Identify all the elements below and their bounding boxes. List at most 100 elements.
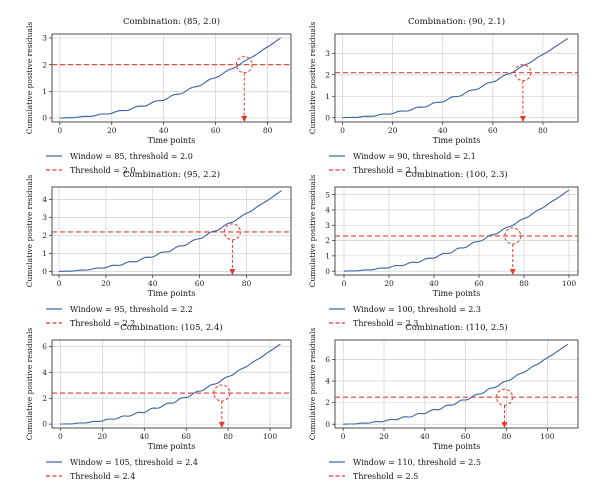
plot-frame (334, 339, 579, 429)
chart-title: Combination: (110, 2.5) (405, 322, 507, 333)
y-tick-label: 6 (325, 355, 330, 364)
y-tick-label: 2 (325, 236, 330, 245)
legend-threshold-label: Threshold = 2.2 (70, 319, 135, 328)
chart-panel-4: Combination: (100, 2.3) 0 20 40 60 80 100 0 1 2 3 4… (308, 169, 579, 328)
chart-title: Combination: (85, 2.0) (123, 16, 220, 27)
chart-panel-5: Combination: (105, 2.4) 0 20 40 60 80 100 0 2 4 6 T… (25, 322, 292, 481)
legend-series-label: Window = 90, threshold = 2.1 (353, 152, 476, 161)
y-tick-label: 1 (325, 92, 330, 101)
y-tick-label: 2 (325, 70, 330, 79)
plot-frame (334, 186, 579, 276)
legend-threshold-label: Threshold = 2.4 (70, 472, 135, 481)
chart-title: Combination: (90, 2.1) (408, 16, 505, 27)
series-line (60, 343, 281, 425)
x-tick-label: 40 (139, 432, 149, 441)
x-axis-label: Time points (148, 289, 196, 298)
x-tick-label: 20 (388, 126, 398, 135)
x-tick-label: 20 (101, 279, 111, 288)
legend-threshold-label: Threshold = 2.5 (353, 472, 418, 481)
crossing-arrow-head (218, 422, 225, 428)
crossing-arrow-head (519, 116, 526, 122)
y-tick-label: 1 (42, 87, 47, 96)
y-tick-label: 2 (42, 394, 47, 403)
plot-frame (51, 33, 292, 123)
y-tick-label: 2 (325, 398, 330, 407)
x-tick-label: 0 (57, 126, 62, 135)
x-axis-label: Time points (433, 442, 481, 451)
x-tick-label: 60 (211, 126, 221, 135)
x-tick-label: 0 (342, 279, 347, 288)
crossing-arrow-head (509, 269, 516, 275)
series-line (59, 37, 281, 119)
y-tick-label: 4 (325, 377, 330, 386)
legend-threshold-label: Threshold = 2.0 (70, 166, 135, 175)
y-axis-label: Cumulative positive residuals (308, 328, 317, 441)
legend-series-label: Window = 110, threshold = 2.5 (353, 458, 481, 467)
x-tick-label: 60 (461, 432, 471, 441)
x-tick-label: 20 (379, 432, 389, 441)
plot-frame (334, 33, 579, 123)
y-tick-label: 0 (42, 267, 47, 276)
y-tick-label: 6 (42, 342, 47, 351)
x-tick-label: 60 (474, 279, 484, 288)
y-tick-label: 2 (42, 231, 47, 240)
y-tick-label: 0 (42, 420, 47, 429)
chart-panel-3: Combination: (95, 2.2) 0 20 40 60 80 0 1 2 3 4 Time… (25, 169, 292, 328)
crossing-arrow-head (241, 116, 248, 122)
legend-series-label: Window = 95, threshold = 2.2 (70, 305, 193, 314)
x-tick-label: 100 (562, 279, 577, 288)
y-axis-label: Cumulative positive residuals (308, 22, 317, 135)
y-axis-label: Cumulative positive residuals (25, 328, 34, 441)
chart-panel-6: Combination: (110, 2.5) 0 20 40 60 80 100 0 2 4 6 T… (308, 322, 579, 481)
x-tick-label: 80 (519, 279, 529, 288)
y-tick-label: 2 (42, 60, 47, 69)
y-tick-label: 3 (42, 34, 47, 43)
x-tick-label: 40 (429, 279, 439, 288)
legend-series-label: Window = 100, threshold = 2.3 (353, 305, 481, 314)
x-tick-label: 80 (538, 126, 548, 135)
crossing-arrow-head (229, 269, 236, 275)
y-tick-label: 1 (42, 249, 47, 258)
series-line (342, 37, 569, 119)
x-tick-label: 40 (148, 279, 158, 288)
legend-series-label: Window = 105, threshold = 2.4 (70, 458, 198, 467)
series-line (58, 190, 282, 272)
x-tick-label: 0 (58, 432, 63, 441)
y-tick-label: 5 (325, 190, 330, 199)
chart-title: Combination: (100, 2.3) (405, 169, 507, 180)
x-tick-label: 0 (57, 279, 62, 288)
x-tick-label: 60 (181, 432, 191, 441)
y-tick-label: 0 (325, 267, 330, 276)
y-tick-label: 0 (325, 113, 330, 122)
y-tick-label: 0 (42, 114, 47, 123)
x-tick-label: 80 (502, 432, 512, 441)
x-tick-label: 0 (341, 432, 346, 441)
series-line (343, 343, 569, 425)
chart-title: Combination: (105, 2.4) (120, 322, 222, 333)
y-tick-label: 0 (325, 420, 330, 429)
legend-threshold-label: Threshold = 2.3 (353, 319, 418, 328)
x-tick-label: 100 (540, 432, 555, 441)
x-tick-label: 60 (195, 279, 205, 288)
chart-panel-2: Combination: (90, 2.1) 0 20 40 60 80 0 1 2 3 Time … (308, 16, 579, 175)
x-tick-label: 40 (420, 432, 430, 441)
x-tick-label: 100 (263, 432, 278, 441)
x-tick-label: 80 (263, 126, 273, 135)
x-tick-label: 20 (107, 126, 117, 135)
y-tick-label: 4 (42, 195, 47, 204)
x-axis-label: Time points (148, 442, 196, 451)
x-tick-label: 80 (223, 432, 233, 441)
y-tick-label: 1 (325, 251, 330, 260)
x-tick-label: 0 (340, 126, 345, 135)
y-tick-label: 3 (325, 221, 330, 230)
x-tick-label: 20 (384, 279, 394, 288)
series-line (343, 189, 570, 272)
x-tick-label: 60 (488, 126, 498, 135)
y-tick-label: 3 (42, 213, 47, 222)
x-tick-label: 20 (98, 432, 108, 441)
x-tick-label: 40 (159, 126, 169, 135)
x-axis-label: Time points (148, 136, 196, 145)
plot-frame (51, 186, 292, 276)
x-tick-label: 40 (438, 126, 448, 135)
